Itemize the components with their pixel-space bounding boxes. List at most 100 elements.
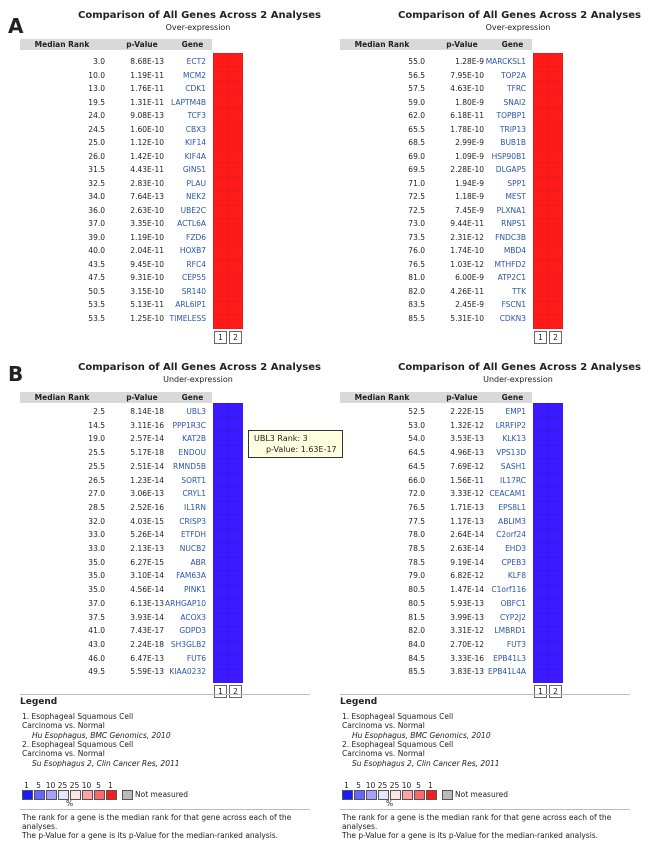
gene-link[interactable]: EPB41L4A — [487, 667, 526, 677]
gene-link[interactable]: CPEB3 — [501, 557, 526, 567]
scale-box — [94, 790, 105, 800]
gene-link[interactable]: FZD6 — [186, 232, 206, 242]
gene-link[interactable]: FUT3 — [506, 639, 526, 649]
gene-link[interactable]: EPS8L1 — [498, 502, 526, 512]
gene-link[interactable]: ACTL6A — [177, 219, 206, 228]
gene-link[interactable]: IL1RN — [184, 502, 206, 512]
gene-link[interactable]: CRYL1 — [182, 489, 207, 499]
gene-link[interactable]: CRISP3 — [179, 516, 206, 526]
median-rank: 32.5 — [88, 178, 105, 188]
gene-link[interactable]: ETFDH — [180, 530, 206, 540]
gene-link[interactable]: UBL3 — [186, 407, 206, 416]
gene-link[interactable]: PLAU — [186, 178, 207, 188]
gene-link[interactable]: NUCB2 — [179, 544, 206, 553]
gene-link[interactable]: TRIP13 — [499, 124, 526, 134]
gene-link[interactable]: EMP1 — [505, 407, 526, 416]
gene-link[interactable]: SR140 — [181, 286, 206, 296]
gene-link[interactable]: EPB41L3 — [493, 653, 526, 663]
heatmap-cell — [533, 585, 548, 599]
gene-link[interactable]: IL17RC — [499, 475, 526, 485]
gene-link[interactable]: KAT2B — [182, 434, 206, 444]
gene-link[interactable]: PLXNA1 — [496, 205, 526, 215]
gene-link[interactable]: MTHFD2 — [494, 259, 526, 269]
p-value: 3.33E-16 — [450, 653, 484, 663]
column-label: 1 — [534, 331, 547, 344]
gene-link[interactable]: TOP2A — [501, 70, 526, 80]
median-rank: 83.5 — [408, 300, 425, 309]
gene-link[interactable]: SASH1 — [500, 461, 526, 471]
gene-link[interactable]: FUT6 — [186, 653, 206, 663]
gene-link[interactable]: LRRFIP2 — [495, 420, 526, 430]
gene-link[interactable]: VPS13D — [496, 448, 526, 458]
gene-link[interactable]: TOPBP1 — [496, 111, 526, 120]
heatmap-cell — [228, 273, 243, 288]
gene-link[interactable]: HOXB7 — [179, 246, 206, 255]
median-rank: 81.0 — [408, 273, 425, 282]
gene-link[interactable]: C1orf116 — [491, 585, 526, 595]
gene-link[interactable]: CEP55 — [181, 273, 206, 282]
gene-link[interactable]: KLF8 — [507, 571, 526, 581]
gene-link[interactable]: RNPS1 — [501, 219, 526, 228]
gene-link[interactable]: ARL6IP1 — [175, 300, 206, 309]
heatmap-cell — [548, 80, 563, 95]
gene-link[interactable]: KIF14 — [185, 138, 206, 147]
gene-link[interactable]: C2orf24 — [496, 530, 526, 540]
gene-link[interactable]: LAPTM4B — [171, 97, 206, 107]
gene-link[interactable]: PPP1R3C — [172, 420, 206, 430]
gene-link[interactable]: TCF3 — [187, 111, 206, 120]
gene-link[interactable]: HSP90B1 — [491, 151, 526, 161]
gene-link[interactable]: ECT2 — [186, 57, 206, 66]
scale-label: 1 — [24, 781, 29, 790]
header-bar — [20, 392, 212, 403]
gene-link[interactable]: GDPD3 — [179, 626, 206, 636]
scale-box — [34, 790, 45, 800]
gene-link[interactable]: ENDOU — [178, 448, 206, 458]
p-value: 3.99E-13 — [450, 612, 484, 622]
gene-link[interactable]: FNDC3B — [495, 232, 526, 242]
gene-link[interactable]: CYP2J2 — [500, 612, 526, 622]
gene-link[interactable]: RFC4 — [186, 259, 206, 269]
gene-link[interactable]: CEACAM1 — [489, 489, 526, 499]
gene-link[interactable]: EHD3 — [505, 544, 526, 553]
gene-link[interactable]: TIMELESS — [169, 313, 206, 323]
gene-link[interactable]: SPP1 — [507, 178, 526, 188]
heatmap-cell — [213, 529, 228, 543]
gene-link[interactable]: DLGAP5 — [495, 165, 526, 174]
gene-link[interactable]: FSCN1 — [501, 300, 526, 309]
gene-link[interactable]: CDK1 — [185, 84, 206, 93]
gene-link[interactable]: TTK — [512, 286, 526, 296]
p-value: 9.45E-10 — [130, 259, 164, 269]
median-rank: 54.0 — [408, 434, 425, 444]
gene-link[interactable]: RMND5B — [173, 461, 206, 471]
gene-link[interactable]: CBX3 — [185, 124, 206, 134]
gene-link[interactable]: KIAA0232 — [169, 667, 206, 677]
gene-link[interactable]: MBD4 — [503, 246, 526, 255]
heatmap-cell — [548, 94, 563, 109]
gene-link[interactable]: MEST — [505, 192, 526, 201]
gene-link[interactable]: ACOX3 — [180, 612, 206, 622]
gene-link[interactable]: ATP2C1 — [497, 273, 526, 282]
gene-link[interactable]: CDKN3 — [499, 313, 526, 323]
gene-link[interactable]: OBFC1 — [500, 598, 526, 608]
gene-link[interactable]: ABLIM3 — [498, 516, 526, 526]
gene-link[interactable]: GINS1 — [182, 165, 206, 174]
gene-link[interactable]: SNAI2 — [503, 97, 527, 107]
gene-link[interactable]: KIF4A — [184, 151, 206, 161]
gene-link[interactable]: LMBRD1 — [494, 626, 526, 636]
gene-link[interactable]: SH3GLB2 — [170, 639, 206, 649]
gene-link[interactable]: ABR — [190, 557, 207, 567]
gene-link[interactable]: MARCKSL1 — [485, 57, 526, 66]
p-value: 7.69E-12 — [450, 461, 484, 471]
gene-link[interactable]: NEK2 — [185, 192, 206, 201]
gene-link[interactable]: FAM63A — [176, 571, 206, 581]
gene-link[interactable]: BUB1B — [500, 138, 526, 147]
p-value: 5.59E-13 — [130, 667, 164, 677]
gene-link[interactable]: TFRC — [507, 84, 526, 93]
gene-link[interactable]: ARHGAP10 — [165, 598, 206, 608]
gene-link[interactable]: SORT1 — [181, 475, 206, 485]
gene-link[interactable]: PINK1 — [183, 585, 206, 595]
gene-link[interactable]: UBE2C — [180, 205, 206, 215]
gene-link[interactable]: MCM2 — [183, 70, 206, 80]
heatmap-cell — [213, 204, 228, 219]
gene-link[interactable]: KLK13 — [502, 434, 526, 444]
